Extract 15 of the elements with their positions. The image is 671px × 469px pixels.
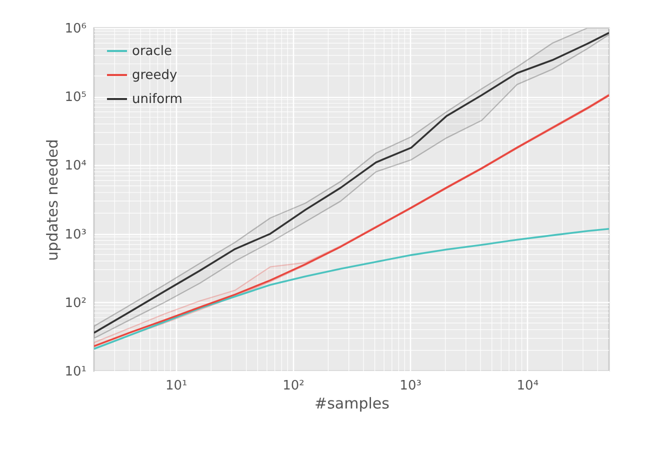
- x-tick-label: 10²: [282, 378, 304, 394]
- x-tick-label: 10¹: [165, 378, 188, 394]
- legend-label: oracle: [132, 44, 172, 59]
- y-tick-label: 10¹: [64, 364, 86, 380]
- legend-label: uniform: [132, 92, 182, 107]
- y-tick-label: 10⁴: [64, 158, 86, 174]
- x-axis-title: #samples: [314, 394, 390, 412]
- x-tick-label: 10⁴: [516, 378, 539, 394]
- legend-label: greedy: [132, 68, 178, 83]
- y-tick-label: 10²: [64, 296, 86, 311]
- x-tick-label: 10³: [400, 378, 422, 394]
- y-axis-title: updates needed: [44, 139, 62, 261]
- y-tick-label: 10³: [64, 227, 86, 242]
- y-tick-label: 10⁵: [64, 90, 86, 106]
- y-tick-label: 10⁶: [64, 22, 86, 36]
